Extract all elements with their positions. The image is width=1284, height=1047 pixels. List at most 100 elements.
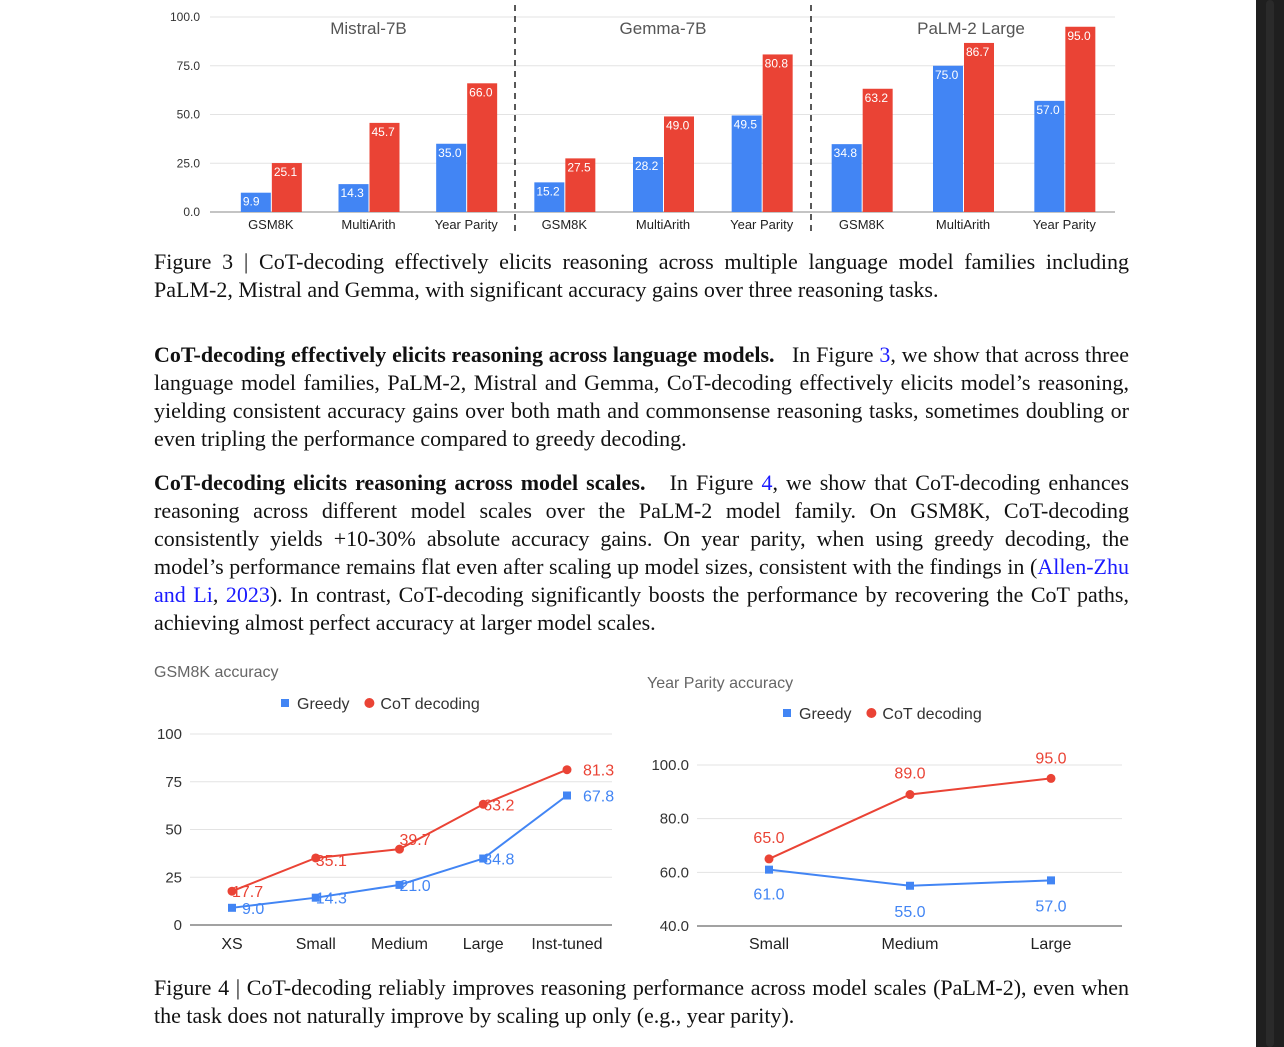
bar-cot: [862, 88, 893, 212]
bar-data-label: 34.8: [834, 146, 858, 160]
x-tick-label: GSM8K: [248, 217, 294, 232]
bar-data-label: 63.2: [865, 91, 889, 105]
data-label: 95.0: [1035, 750, 1066, 767]
legend-marker-greedy: [783, 709, 791, 717]
y-tick-label: 0.0: [183, 205, 200, 219]
bar-cot: [762, 54, 793, 212]
paragraph-text: , we show that across three language mod…: [154, 342, 1129, 451]
figure-3-bar-chart: 0.0 25.0 50.0 75.0 100.0 Mistral-7B GSM8K 9.9 2…: [170, 5, 1115, 232]
legend-marker-greedy: [281, 699, 289, 707]
bar-data-label: 86.7: [966, 45, 990, 59]
greedy-point: [906, 881, 914, 890]
x-tick-label: GSM8K: [839, 217, 885, 232]
legend-marker-cot: [866, 708, 877, 718]
bar-data-label: 49.5: [734, 117, 758, 131]
bar-cot: [664, 116, 694, 212]
data-label: 21.0: [400, 878, 431, 895]
x-tick-label: MultiArith: [636, 217, 690, 232]
data-label: 89.0: [894, 766, 925, 783]
bar-data-label: 80.8: [765, 56, 789, 70]
chart-title: Year Parity accuracy: [647, 675, 793, 692]
greedy-point: [1047, 876, 1055, 885]
figure-3-link[interactable]: 3: [879, 342, 891, 367]
paragraph-heading: CoT-decoding elicits reasoning across mo…: [154, 470, 646, 495]
panel-title: Mistral-7B: [330, 19, 407, 38]
bar-greedy: [1034, 100, 1065, 212]
bar-data-label: 75.0: [935, 68, 959, 82]
figure-3-caption: Figure 3 | CoT-decoding effectively elic…: [154, 248, 1129, 304]
data-label: 81.3: [583, 763, 614, 780]
bar-data-label: 25.1: [274, 165, 298, 179]
greedy-point: [563, 791, 571, 800]
cot-point: [1046, 773, 1056, 783]
scrollbar-thumb[interactable]: [1266, 0, 1274, 1047]
paragraph-text: , we show that CoT-decoding enhances rea…: [154, 470, 1130, 579]
x-tick-label: Large: [463, 936, 504, 953]
cot-point: [311, 853, 321, 863]
x-tick-label: Small: [749, 936, 789, 953]
bar-greedy: [534, 182, 565, 212]
chart-title: GSM8K accuracy: [154, 664, 278, 681]
bar-data-label: 15.2: [536, 184, 560, 198]
greedy-point: [479, 854, 488, 863]
bar-cot: [565, 158, 596, 212]
y-tick-label: 50.0: [177, 108, 201, 122]
bar-greedy: [933, 65, 963, 212]
data-label: 61.0: [753, 887, 784, 904]
bar-cot: [964, 42, 994, 213]
data-label: 65.0: [753, 830, 784, 847]
bar-data-label: 27.5: [567, 160, 591, 174]
cot-point: [764, 854, 774, 864]
x-tick-label: GSM8K: [542, 217, 588, 232]
paragraph-heading: CoT-decoding effectively elicits reasoni…: [154, 342, 775, 367]
y-tick-label: 80.0: [660, 811, 689, 828]
bar-cot: [467, 83, 498, 212]
legend-marker-cot: [364, 698, 375, 708]
paragraph-text: ). In contrast, CoT-decoding significant…: [154, 582, 1129, 635]
paragraph-text: In Figure: [669, 470, 762, 495]
legend-label: CoT decoding: [380, 696, 479, 713]
citation-separator: ,: [212, 582, 226, 607]
bar-greedy: [731, 115, 762, 212]
figure-4-label: Figure 4: [154, 975, 230, 1000]
bar-cot: [369, 122, 400, 212]
figure-4-caption-text: | CoT-decoding reliably improves reasoni…: [154, 975, 1129, 1028]
x-tick-label: XS: [221, 936, 242, 953]
data-label: 55.0: [894, 904, 925, 921]
greedy-point: [228, 903, 236, 912]
data-label: 67.8: [583, 789, 614, 806]
cot-point: [562, 765, 572, 775]
bar-data-label: 9.9: [243, 195, 260, 209]
data-label: 35.1: [316, 853, 347, 870]
figure-4-gsm8k-line-chart: GSM8K accuracy Greedy CoT decoding 0 25 50 75 1…: [154, 664, 614, 953]
y-tick-label: 100.0: [651, 757, 689, 774]
greedy-point: [395, 880, 404, 889]
bar-data-label: 66.0: [469, 85, 493, 99]
figure-4-link[interactable]: 4: [761, 470, 773, 495]
bar-cot: [271, 163, 302, 212]
x-tick-label: Small: [296, 936, 336, 953]
bar-data-label: 95.0: [1067, 29, 1091, 43]
greedy-point: [311, 893, 320, 902]
x-tick-label: Large: [1031, 936, 1072, 953]
paragraph-across-models: CoT-decoding effectively elicits reasoni…: [154, 341, 1129, 453]
y-tick-label: 25.0: [177, 156, 201, 170]
bar-cot: [1065, 26, 1096, 212]
citation-author-link[interactable]: Allen-Zhu and Li: [154, 554, 1129, 607]
citation-year-link[interactable]: 2023: [225, 582, 270, 607]
data-label: 39.7: [400, 832, 431, 849]
bar-data-label: 14.3: [341, 186, 365, 200]
y-tick-label: 100.0: [170, 10, 200, 24]
x-tick-label: Year Parity: [1033, 217, 1097, 232]
figure-3-label: Figure 3: [154, 249, 234, 274]
data-label: 34.8: [483, 852, 514, 869]
bar-data-label: 45.7: [372, 125, 396, 139]
x-tick-label: MultiArith: [936, 217, 990, 232]
data-label: 63.2: [483, 797, 514, 814]
y-tick-label: 40.0: [660, 918, 689, 935]
bar-greedy: [633, 157, 663, 212]
panel-title: PaLM-2 Large: [917, 19, 1025, 38]
cot-point: [905, 790, 915, 800]
data-label: 14.3: [316, 891, 347, 908]
cot-line: [231, 768, 568, 893]
